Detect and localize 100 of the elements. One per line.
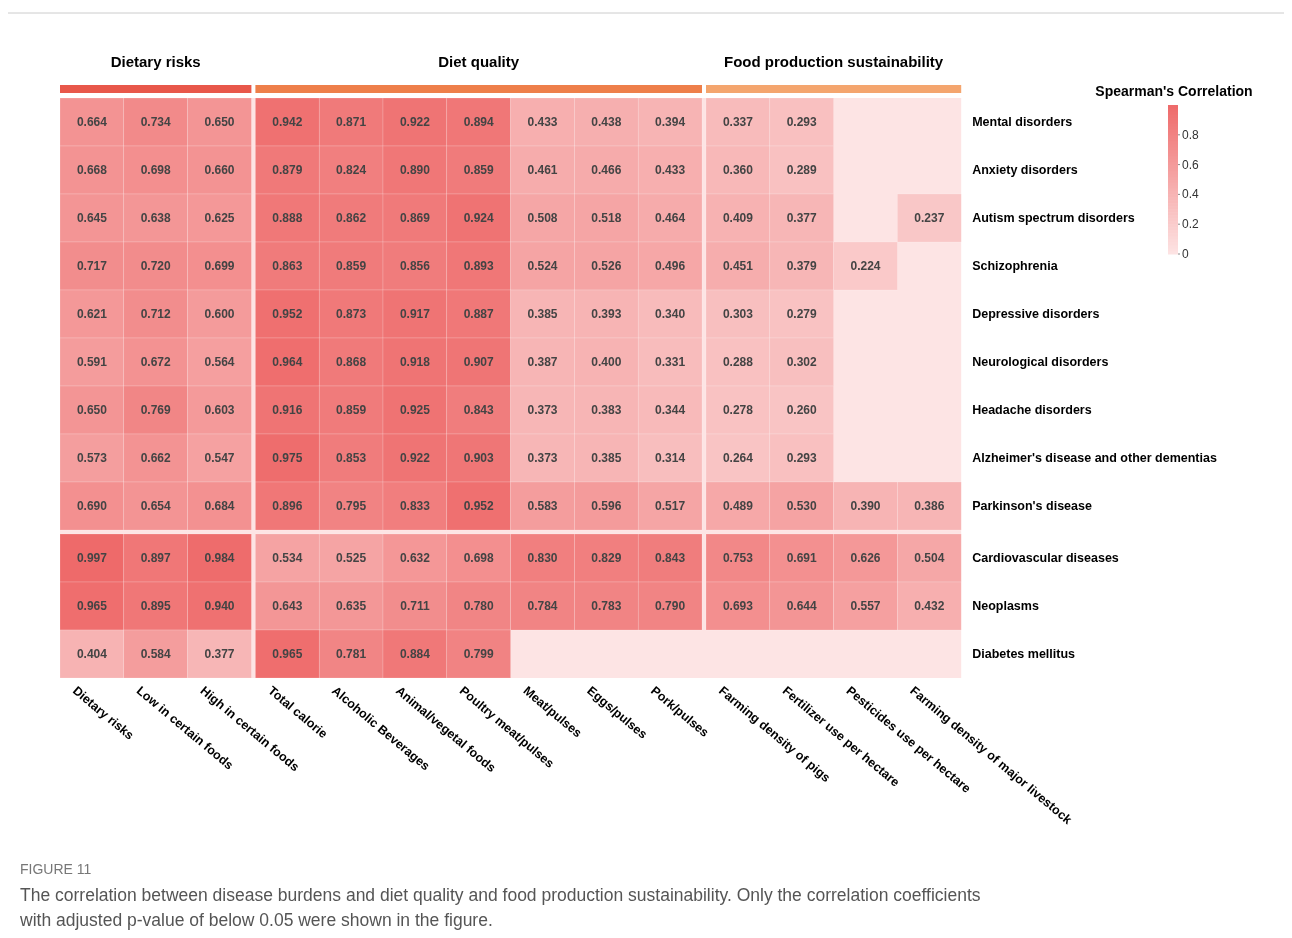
color-bar-label: 0 (1182, 247, 1189, 261)
data-label: 0.534 (272, 551, 303, 565)
data-label: 0.888 (272, 211, 303, 225)
data-label: 0.965 (76, 599, 108, 613)
data-label: 0.952 (463, 499, 495, 513)
data-label: 0.693 (722, 599, 754, 613)
data-label: 0.377 (786, 211, 818, 225)
y-tick-label: Neoplasms (972, 599, 1039, 613)
data-label: 0.650 (204, 115, 235, 129)
data-label: 0.564 (204, 355, 235, 369)
data-label: 0.897 (140, 551, 172, 565)
data-label: 0.340 (655, 307, 686, 321)
text: The correlation between disease burdens and diet quality and food production sustainability. Only the correlation coefficients with adjusted p-value of below 0.05 were shown in the figure. (19, 885, 981, 930)
data-label: 0.769 (140, 403, 172, 417)
data-label: 0.879 (272, 163, 303, 177)
data-label: 0.884 (399, 647, 431, 661)
data-label: 0.409 (722, 211, 754, 225)
data-label: 0.526 (591, 259, 622, 273)
data-label: 0.856 (399, 259, 431, 273)
data-label: 0.711 (400, 599, 430, 613)
data-label: 0.466 (591, 163, 622, 177)
color-bar-label: 0.2 (1182, 217, 1200, 232)
data-label: 0.843 (655, 551, 686, 565)
data-label: 0.691 (786, 551, 818, 565)
data-label: 0.293 (786, 451, 818, 465)
data-label: 0.508 (527, 211, 558, 225)
text: Food production sustainability (724, 53, 944, 70)
y-tick-label: Cardiovascular diseases (972, 551, 1119, 565)
data-label: 0.830 (527, 551, 558, 565)
data-label: 0.780 (463, 599, 495, 613)
data-label: 0.997 (76, 551, 108, 565)
data-label: 0.438 (591, 115, 622, 129)
data-label: 0.451 (722, 259, 754, 273)
y-tick-label: Headache disorders (972, 403, 1092, 417)
data-label: 0.344 (655, 403, 686, 417)
y-tick-label: Depressive disorders (972, 307, 1100, 321)
data-label: 0.596 (591, 499, 622, 513)
data-label: 0.626 (850, 551, 881, 565)
data-label: 0.373 (527, 403, 558, 417)
data-label: 0.583 (527, 499, 558, 513)
data-label: 0.525 (336, 551, 367, 565)
data-label: 0.654 (140, 499, 172, 513)
data-label: 0.699 (204, 259, 235, 273)
data-label: 0.433 (527, 115, 558, 129)
y-tick-label: Neurological disorders (972, 355, 1109, 369)
data-label: 0.942 (272, 115, 303, 129)
data-label: 0.387 (527, 355, 558, 369)
data-label: 0.917 (399, 307, 431, 321)
color-bar-label: 0.4 (1182, 187, 1200, 202)
data-label: 0.635 (336, 599, 367, 613)
data-label: 0.790 (655, 599, 686, 613)
data-label: 0.383 (591, 403, 622, 417)
y-tick-label: Alzheimer's disease and other dementias (972, 451, 1217, 465)
data-label: 0.530 (786, 499, 818, 513)
data-label: 0.895 (140, 599, 172, 613)
data-label: 0.524 (527, 259, 558, 273)
data-label: 0.859 (463, 163, 495, 177)
data-label: 0.863 (272, 259, 303, 273)
data-label: 0.385 (527, 307, 558, 321)
data-label: 0.603 (204, 403, 235, 417)
data-label: 0.621 (76, 307, 108, 321)
data-label: 0.862 (336, 211, 367, 225)
data-label: 0.720 (140, 259, 172, 273)
y-tick-label: Diabetes mellitus (972, 647, 1076, 661)
data-label: 0.712 (140, 307, 172, 321)
data-label: 0.433 (655, 163, 686, 177)
data-label: 0.781 (336, 647, 367, 661)
data-label: 0.314 (655, 451, 686, 465)
data-label: 0.393 (591, 307, 622, 321)
data-label: 0.672 (140, 355, 172, 369)
data-label: 0.952 (272, 307, 303, 321)
data-label: 0.650 (76, 403, 108, 417)
data-label: 0.664 (76, 115, 108, 129)
data-label: 0.644 (786, 599, 818, 613)
data-label: 0.385 (591, 451, 622, 465)
data-label: 0.400 (591, 355, 622, 369)
data-label: 0.547 (204, 451, 235, 465)
data-label: 0.903 (463, 451, 495, 465)
data-label: 0.975 (272, 451, 303, 465)
data-label: 0.734 (140, 115, 172, 129)
data-label: 0.264 (722, 451, 754, 465)
data-label: 0.824 (336, 163, 367, 177)
data-label: 0.684 (204, 499, 235, 513)
data-label: 0.645 (76, 211, 108, 225)
data-label: 0.916 (272, 403, 303, 417)
data-label: 0.922 (399, 451, 431, 465)
data-label: 0.896 (272, 499, 303, 513)
text: Dietary risks (110, 53, 201, 70)
data-label: 0.843 (463, 403, 495, 417)
data-label: 0.859 (336, 259, 367, 273)
data-label: 0.289 (786, 163, 818, 177)
data-label: 0.829 (591, 551, 622, 565)
data-label: 0.925 (399, 403, 431, 417)
data-label: 0.662 (140, 451, 172, 465)
data-label: 0.918 (399, 355, 431, 369)
data-label: 0.625 (204, 211, 235, 225)
data-label: 0.833 (399, 499, 431, 513)
data-label: 0.591 (76, 355, 108, 369)
data-label: 0.464 (655, 211, 686, 225)
text: Diet quality (438, 53, 520, 70)
